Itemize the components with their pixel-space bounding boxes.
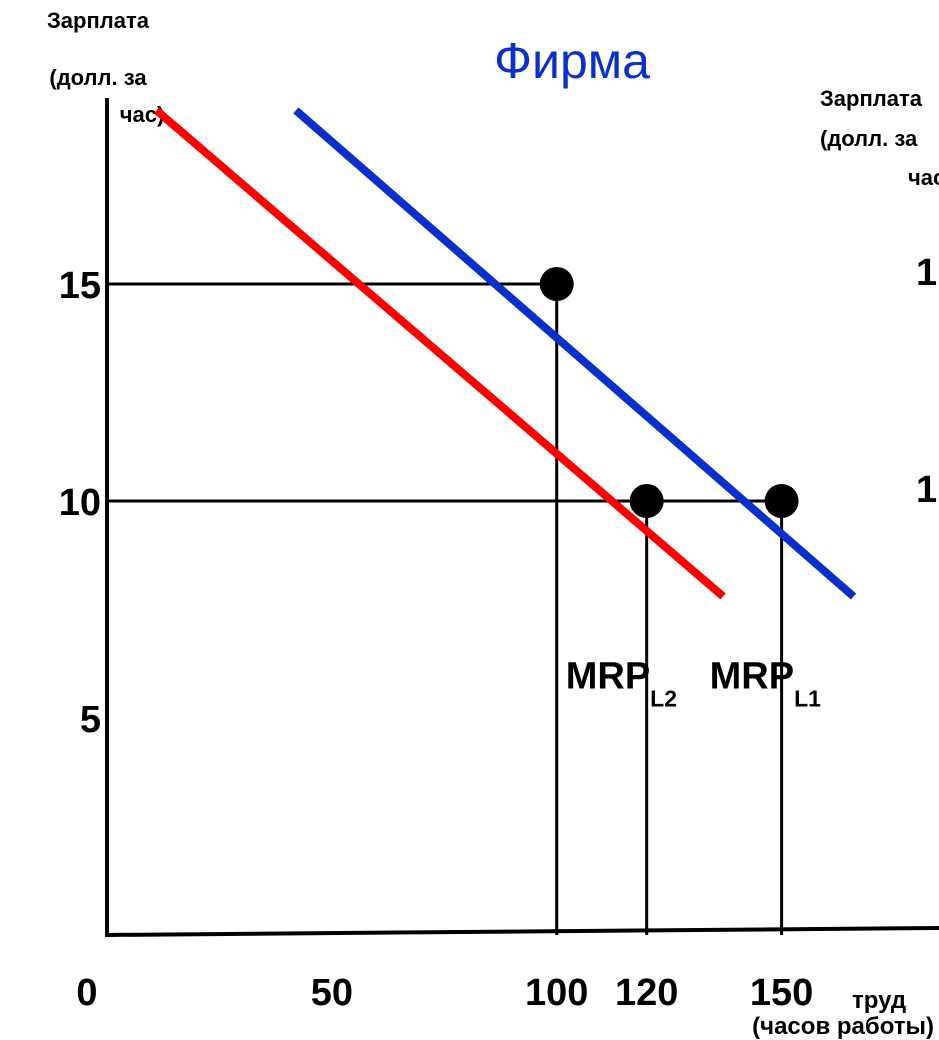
x-axis-label-line-1: труд: [852, 987, 906, 1014]
y-axis-label-line-2: (долл. за: [49, 65, 147, 90]
tick-labels: 50 100 120 150 5 10 15 1 1: [59, 252, 937, 1014]
right-y-tick-1: 1: [916, 469, 937, 511]
guide-lines: [107, 282, 784, 935]
axes: [104, 98, 939, 937]
curve-label-l1: MRPL1: [710, 656, 822, 712]
right-y-axis-label-line-3: час): [908, 165, 939, 190]
y-tick-10: 10: [59, 482, 101, 524]
curve-label-l2: MRPL2: [566, 656, 677, 712]
curve-labels: MRPL2 MRPL1: [566, 656, 821, 712]
origin-label: 0: [76, 972, 97, 1014]
curve-mrp-l2: [153, 107, 726, 600]
right-y-axis-label-line-2: (долл. за: [820, 126, 918, 151]
right-y-axis-label-line-1: Зарплата: [820, 86, 923, 111]
chart-title: Фирма: [494, 33, 650, 89]
x-tick-150: 150: [750, 972, 813, 1014]
point-100-15: [539, 266, 574, 301]
y-tick-15: 15: [59, 265, 101, 307]
point-150-10: [764, 483, 799, 518]
x-tick-100: 100: [525, 972, 588, 1014]
x-axis-label-line-2: (часов работы): [752, 1013, 934, 1040]
equilibrium-points: [539, 266, 799, 518]
y-axis-label-line-1: Зарплата: [47, 8, 150, 33]
point-120-10: [629, 483, 664, 518]
x-axis: [104, 926, 939, 937]
curve-mrp-l1: [293, 107, 857, 600]
x-tick-50: 50: [311, 972, 353, 1014]
y-tick-5: 5: [80, 699, 101, 741]
right-y-tick-0: 1: [916, 252, 937, 294]
x-tick-120: 120: [615, 972, 678, 1014]
curves: [153, 107, 857, 600]
